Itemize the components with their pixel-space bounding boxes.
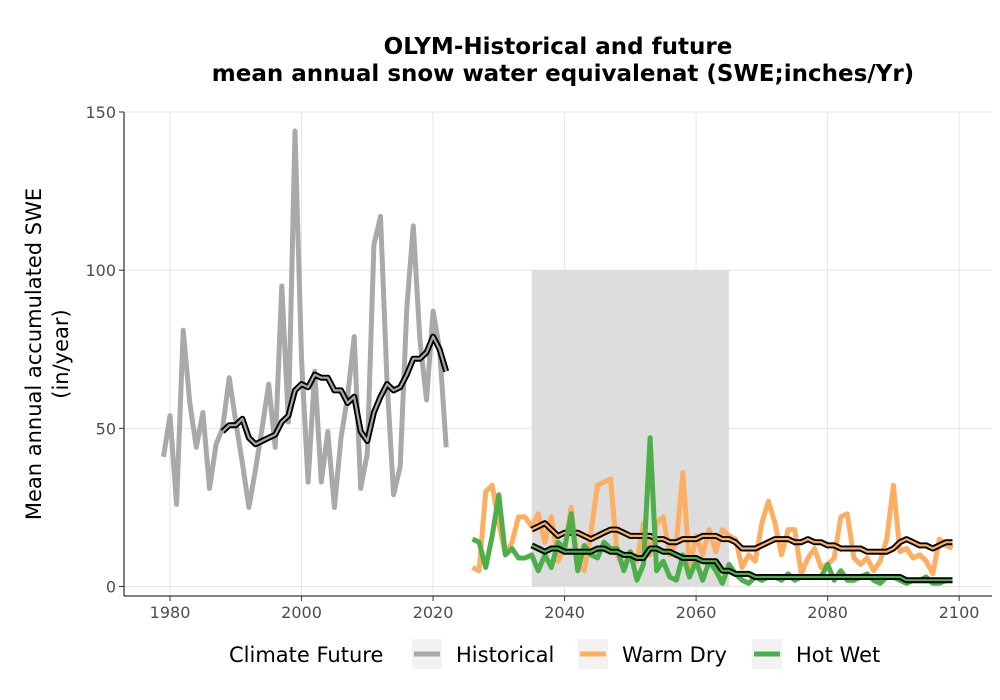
y-axis-title-line-1: Mean annual accumulated SWE (22, 188, 46, 520)
series-line-historical-smoothed (221, 335, 448, 446)
chart-title-line-1: OLYM-Historical and future (384, 34, 733, 60)
plot-panel: 0 50 100 150 1980 2000 2020 2040 2060 2080 2100 (85, 103, 992, 622)
data-series (161, 128, 954, 586)
legend: Climate Future Historical Warm Dry Hot Wet (229, 639, 880, 669)
x-tick-label-1980: 1980 (150, 603, 191, 622)
series-line-warm-dry (471, 470, 954, 577)
y-tick-label-50: 50 (96, 419, 116, 438)
x-tick-label-2040: 2040 (544, 603, 585, 622)
y-axis-title-line-2: (in/year) (49, 309, 73, 398)
legend-label-hot-wet: Hot Wet (796, 643, 880, 667)
x-tick-label-2020: 2020 (413, 603, 454, 622)
legend-label-historical: Historical (456, 643, 554, 667)
x-tick-label-2060: 2060 (676, 603, 717, 622)
series-line-warm-dry-smoothed (531, 522, 953, 553)
legend-title: Climate Future (229, 643, 383, 667)
series-line-historical (161, 128, 449, 510)
axes: 0 50 100 150 1980 2000 2020 2040 2060 2080 2100 (85, 103, 992, 622)
legend-label-warm-dry: Warm Dry (622, 643, 727, 667)
x-tick-label-2100: 2100 (939, 603, 980, 622)
y-tick-label-100: 100 (85, 261, 116, 280)
y-tick-label-150: 150 (85, 103, 116, 122)
y-tick-label-0: 0 (106, 578, 116, 597)
chart-title-line-2: mean annual snow water equivalenat (SWE;… (212, 61, 914, 87)
series-line-hot-wet-smoothed (531, 544, 953, 582)
x-tick-label-2080: 2080 (807, 603, 848, 622)
x-tick-label-2000: 2000 (281, 603, 322, 622)
